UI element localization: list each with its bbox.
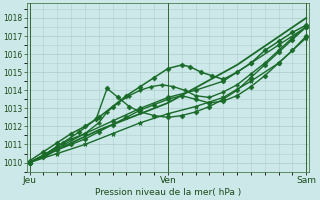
X-axis label: Pression niveau de la mer( hPa ): Pression niveau de la mer( hPa ) bbox=[95, 188, 241, 197]
